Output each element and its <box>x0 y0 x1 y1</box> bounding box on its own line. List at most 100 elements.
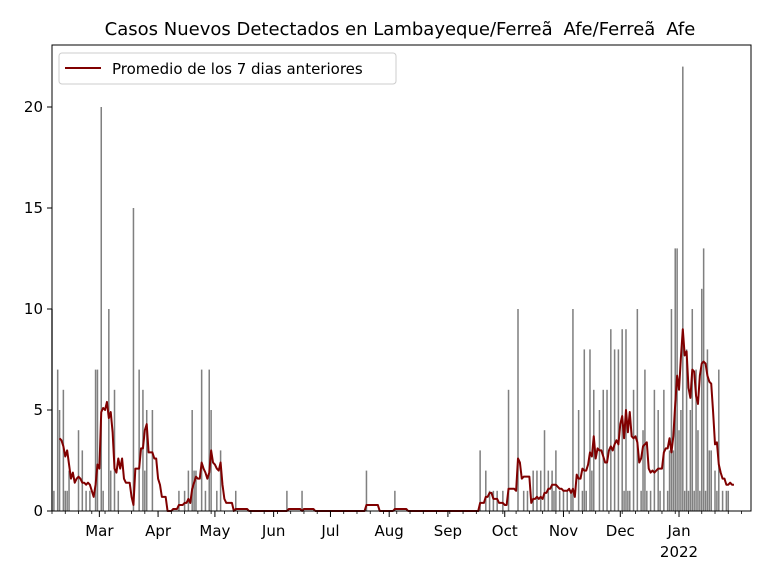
bar <box>58 410 61 511</box>
bar <box>53 490 55 511</box>
bar <box>716 490 718 511</box>
bar <box>629 490 631 511</box>
x-tick-year-label: 2022 <box>660 543 698 561</box>
bar <box>613 349 616 511</box>
bar <box>562 490 565 511</box>
bar <box>526 490 529 511</box>
bar <box>672 450 675 511</box>
bar <box>193 470 195 511</box>
line-layer <box>58 328 734 512</box>
x-tick-label: Jul <box>320 522 339 540</box>
bar <box>668 450 671 511</box>
y-tick-label: 20 <box>24 98 43 116</box>
bar <box>517 309 519 511</box>
bar <box>602 389 605 511</box>
bar <box>706 349 709 511</box>
plot-frame <box>51 44 752 512</box>
bar <box>704 490 707 511</box>
bar <box>666 490 669 511</box>
bar <box>68 470 70 511</box>
bar <box>593 389 595 511</box>
bar <box>617 349 620 511</box>
bar <box>488 490 491 511</box>
bar <box>66 490 68 511</box>
bar <box>102 490 104 511</box>
bar <box>94 369 97 511</box>
bar <box>85 490 87 511</box>
bar <box>216 490 218 511</box>
bar <box>572 309 574 511</box>
x-tick-label: Mar <box>85 522 114 540</box>
bar <box>585 490 587 511</box>
bar <box>479 450 481 511</box>
bar <box>623 490 625 511</box>
bar <box>100 107 103 511</box>
y-axis: 0 5 10 15 20 <box>24 98 52 520</box>
bar <box>727 490 730 511</box>
bar <box>682 66 684 511</box>
bar <box>539 470 542 511</box>
bar <box>659 490 661 511</box>
bar <box>151 410 154 511</box>
bar <box>191 410 193 511</box>
bar <box>492 490 495 511</box>
bar <box>536 470 538 511</box>
bar <box>583 349 586 511</box>
bar <box>606 389 608 511</box>
bar <box>394 490 396 511</box>
bar <box>657 410 659 511</box>
bar <box>598 410 601 511</box>
legend-box <box>58 52 397 85</box>
bar <box>678 430 680 511</box>
bar <box>219 450 222 511</box>
x-tick-label: Dec <box>606 522 635 540</box>
bar <box>132 208 135 511</box>
bar <box>485 470 487 511</box>
bar <box>674 248 676 511</box>
x-tick-label: Nov <box>549 522 578 540</box>
bar <box>700 288 703 511</box>
bar <box>89 490 91 511</box>
bar <box>77 430 80 511</box>
bar <box>683 490 686 511</box>
moving-average-line <box>58 328 734 512</box>
bar <box>183 490 186 511</box>
bar <box>695 369 697 511</box>
bar <box>640 490 642 511</box>
legend-label: Promedio de los 7 dias anteriores <box>112 60 363 78</box>
bar <box>710 450 712 511</box>
y-tick-label: 15 <box>24 199 43 217</box>
x-tick-label: Apr <box>145 522 172 540</box>
bar <box>581 490 584 511</box>
x-tick-label: Jan <box>666 522 690 540</box>
bar <box>187 470 190 511</box>
bar <box>691 309 694 511</box>
bar <box>591 470 593 511</box>
bar <box>649 490 652 511</box>
bar <box>195 470 197 511</box>
bar <box>522 490 525 511</box>
x-axis: Mar Apr May Jun Jul Aug Sep Oct Nov Dec Jan 2022 <box>51 511 742 561</box>
bar <box>699 490 701 511</box>
bar <box>646 490 648 511</box>
chart-title: Casos Nuevos Detectados en Lambayeque/Fe… <box>105 19 696 40</box>
bar <box>702 248 705 511</box>
bar <box>365 470 368 511</box>
bar <box>64 490 67 511</box>
bar <box>693 490 695 511</box>
bar <box>714 470 716 511</box>
bar <box>56 369 59 511</box>
bar <box>642 430 644 511</box>
bar <box>142 389 144 511</box>
bar <box>138 369 140 511</box>
bar <box>577 410 580 511</box>
bar <box>145 410 148 511</box>
bar <box>632 389 635 511</box>
bar <box>610 329 612 511</box>
bar <box>627 490 629 511</box>
bar <box>144 470 146 511</box>
bar <box>689 410 692 511</box>
